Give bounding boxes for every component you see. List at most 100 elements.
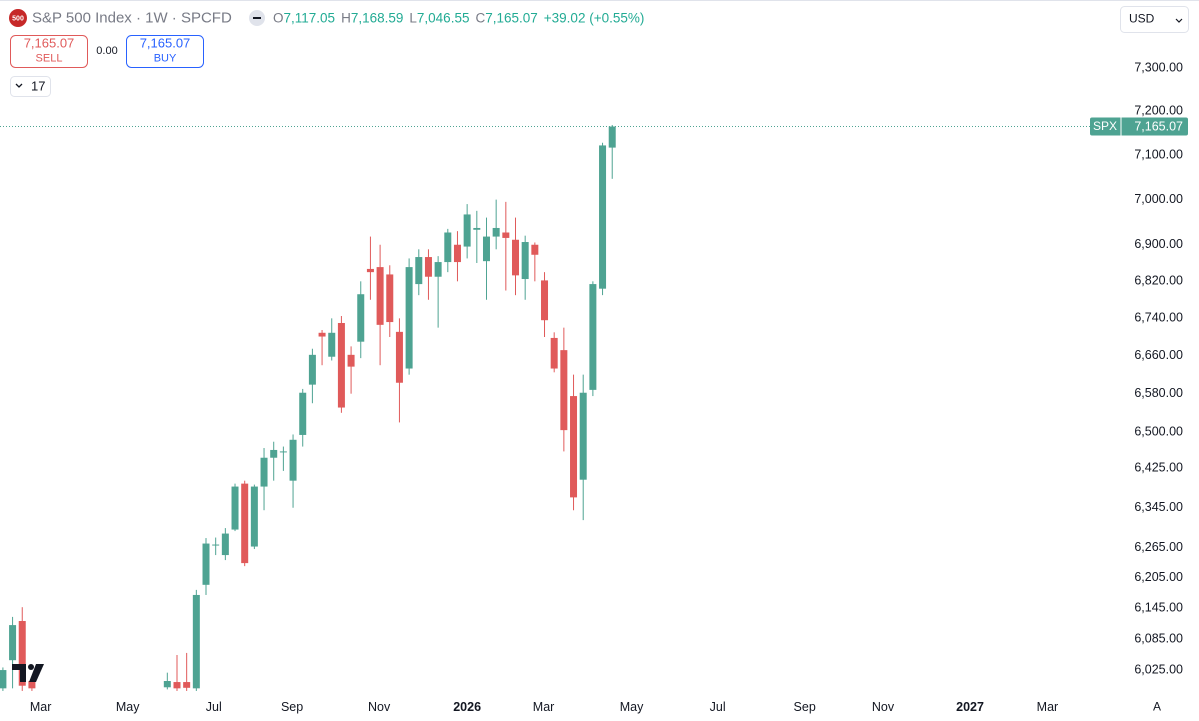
candle-body (318, 332, 326, 337)
candle-body (0, 670, 7, 689)
candle-body (405, 267, 413, 369)
sell-button[interactable] (10, 35, 88, 68)
x-tick-label: Mar (1037, 700, 1059, 714)
y-tick-label: 6,820.00 (1134, 274, 1183, 288)
ohlc-label: H (341, 10, 351, 25)
candle-body (163, 681, 171, 688)
candle-body (202, 543, 210, 585)
candle-body (463, 214, 471, 247)
price-label-bg (1090, 117, 1188, 136)
candle-body (279, 451, 287, 453)
ohlc-value: 7,046.55 (417, 10, 470, 25)
candle-body (512, 239, 520, 276)
candle-body (241, 483, 249, 564)
x-tick-label: Mar (533, 700, 555, 714)
plot-area (0, 124, 1090, 691)
candle-body (579, 392, 587, 480)
candle-body (482, 236, 490, 262)
candle-body (434, 262, 442, 277)
candle-body (221, 533, 229, 556)
y-tick-label: 7,200.00 (1134, 104, 1183, 118)
y-tick-label: 6,345.00 (1134, 500, 1183, 514)
candle-body (424, 257, 432, 277)
candle-body (260, 457, 268, 487)
y-tick-label: 6,425.00 (1134, 461, 1183, 475)
ohlc-value: 7,168.59 (351, 10, 404, 25)
buy-label: BUY (154, 52, 177, 64)
candle-body (231, 486, 239, 530)
currency-select[interactable] (1120, 6, 1189, 33)
ohlc-label: O (273, 10, 284, 25)
candle-body (473, 227, 481, 230)
candle-body (289, 439, 297, 481)
x-tick-label: Nov (872, 700, 895, 714)
y-tick-label: 6,900.00 (1134, 237, 1183, 251)
auto-scale-button[interactable] (1146, 697, 1168, 717)
candle-body (28, 681, 36, 689)
candle-body (18, 620, 26, 686)
candle-body (250, 486, 258, 547)
price-label-value: 7,165.07 (1134, 119, 1183, 133)
x-tick-label: Jul (206, 700, 222, 714)
candle-body (608, 126, 616, 148)
candle-body (550, 337, 558, 369)
candle-body (599, 145, 607, 289)
y-tick-label: 6,660.00 (1134, 348, 1183, 362)
logo-text: 500 (12, 15, 24, 22)
x-tick-label: 2027 (956, 700, 984, 714)
y-tick-label: 7,100.00 (1134, 147, 1183, 161)
candle-body (453, 244, 461, 263)
x-tick-label: Mar (30, 700, 52, 714)
x-tick-label: Nov (368, 700, 391, 714)
candle-body (492, 227, 500, 237)
x-tick-label: May (116, 700, 140, 714)
axes: 6,025.00 6,085.00 6,145.00 6,205.00 6,265.00… (30, 60, 1188, 714)
chevron (15, 83, 23, 88)
price-label-symbol: SPX (1093, 119, 1117, 133)
ohlc-label: C (475, 10, 485, 25)
indicator-count: 17 (31, 78, 45, 93)
spread: 0.00 (96, 45, 117, 57)
change: +39.02 (+0.55%) (544, 10, 645, 25)
logo (9, 9, 27, 27)
candle-body (521, 242, 529, 280)
candle-body (299, 392, 307, 435)
ohlc-value: 7,165.07 (485, 10, 538, 25)
y-tick-label: 6,580.00 (1134, 386, 1183, 400)
y-tick-label: 6,265.00 (1134, 540, 1183, 554)
candle-body (192, 594, 200, 689)
sell-label: SELL (36, 52, 63, 64)
ohlc-value: 7,117.05 (284, 10, 336, 25)
currency-chevron (1175, 18, 1183, 23)
candle-body (531, 244, 539, 255)
candle-body (212, 544, 220, 546)
candle-body (308, 354, 316, 385)
candle-body (337, 322, 345, 408)
ohlc-label: L (409, 10, 417, 25)
candle-body (386, 274, 394, 323)
sell-price: 7,165.07 (24, 35, 75, 50)
candle-body (9, 625, 17, 661)
symbol-title: S&P 500 Index · 1W · SPCFD (32, 9, 232, 26)
currency: USD (1129, 12, 1155, 26)
x-tick-label: Jul (710, 700, 726, 714)
x-tick-label: Sep (281, 700, 303, 714)
candle-body (589, 284, 597, 390)
candle-body (395, 331, 403, 383)
candle-body (415, 257, 423, 285)
y-tick-label: 6,085.00 (1134, 631, 1183, 645)
ohlc-legend: O7,117.05 H7,168.59 L7,046.55 C7,165.07 +39.… (273, 10, 644, 25)
buy-price: 7,165.07 (140, 35, 191, 50)
candle-body (502, 232, 510, 238)
candle-body (328, 332, 336, 357)
candle-body (270, 449, 278, 458)
x-tick-label: May (620, 700, 644, 714)
buy-button[interactable] (126, 35, 204, 68)
candle-body (560, 350, 568, 431)
y-tick-label: 6,205.00 (1134, 570, 1183, 584)
indicators-toggle[interactable] (10, 76, 51, 97)
candle-body (183, 682, 191, 688)
x-tick-label: Sep (794, 700, 816, 714)
y-tick-label: 6,145.00 (1134, 601, 1183, 615)
